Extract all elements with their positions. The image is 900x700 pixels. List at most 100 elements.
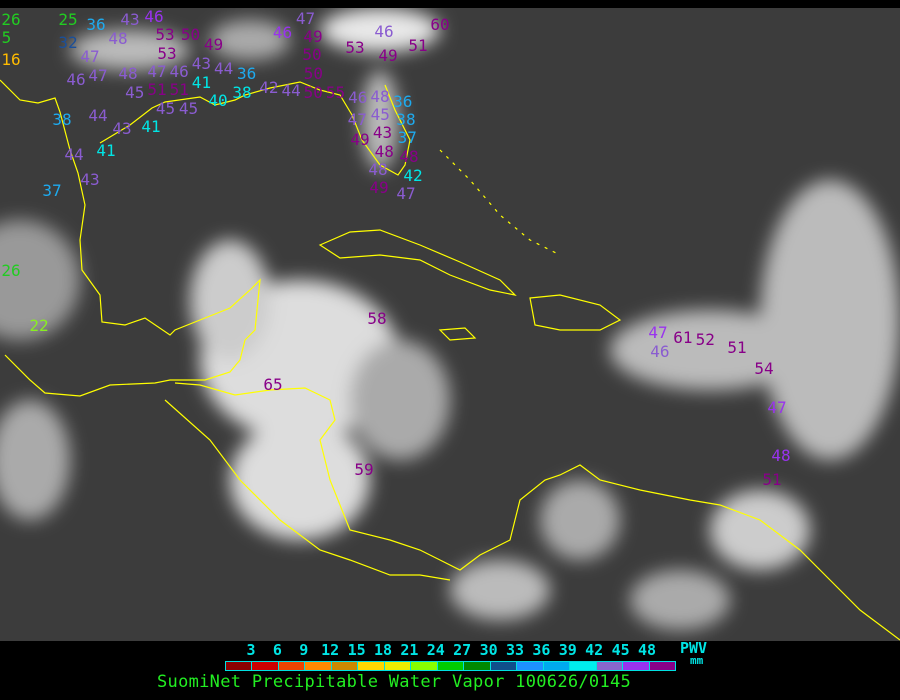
- legend-tick-label: 42: [585, 641, 604, 659]
- station-pwv-value: 26: [1, 261, 21, 280]
- legend-tick-label: 15: [347, 641, 366, 659]
- station-pwv-value: 44: [64, 145, 84, 164]
- station-pwv-value: 53: [157, 43, 177, 63]
- station-pwv-value: 50: [180, 25, 201, 44]
- station-pwv-value: 36: [237, 64, 257, 83]
- station-pwv-value: 37: [397, 128, 417, 148]
- legend-tick-label: 9: [299, 641, 309, 659]
- station-pwv-value: 43: [80, 170, 100, 189]
- station-pwv-value: 47: [347, 110, 367, 129]
- color-scale-segment: [517, 662, 544, 670]
- color-scale-segment: [437, 662, 465, 670]
- station-pwv-value: 48: [374, 142, 394, 162]
- map-title: SuomiNet Precipitable Water Vapor 100626…: [157, 672, 632, 692]
- station-pwv-value: 44: [88, 106, 108, 125]
- color-scale-segment: [252, 662, 279, 670]
- station-pwv-value: 47: [396, 183, 416, 203]
- station-pwv-value: 47: [88, 65, 108, 85]
- legend-tick-label: 12: [321, 641, 340, 659]
- station-pwv-value: 53: [155, 25, 175, 45]
- station-pwv-value: 46: [66, 70, 86, 89]
- color-scale-bar: [225, 661, 676, 671]
- station-pwv-value: 47: [80, 46, 100, 66]
- color-scale-segment: [226, 662, 253, 670]
- station-pwv-value: 38: [232, 83, 252, 102]
- color-scale-segment: [411, 662, 438, 670]
- station-pwv-value: 58: [367, 309, 387, 328]
- station-pwv-value: 36: [393, 91, 413, 111]
- station-pwv-value: 55: [325, 83, 346, 102]
- station-pwv-value: 47: [295, 8, 316, 28]
- station-pwv-value: 43: [120, 9, 140, 29]
- legend-tick-label: 27: [453, 641, 472, 659]
- color-scale-segment: [358, 662, 385, 670]
- station-pwv-value: 48: [368, 160, 388, 180]
- station-pwv-value: 52: [695, 330, 715, 349]
- station-pwv-value: 50: [302, 45, 322, 65]
- station-pwv-value: 54: [754, 359, 774, 378]
- color-scale-segment: [570, 662, 597, 670]
- station-pwv-value: 46: [348, 88, 368, 107]
- station-pwv-value: 38: [396, 110, 416, 130]
- color-scale-segment: [623, 662, 650, 670]
- station-pwv-value: 49: [378, 46, 398, 65]
- station-pwv-value: 45: [125, 83, 145, 102]
- station-pwv-value: 37: [42, 181, 62, 200]
- station-pwv-value: 48: [118, 64, 138, 83]
- color-scale-segment: [596, 662, 624, 670]
- station-pwv-value: 43: [191, 53, 211, 73]
- station-pwv-value: 43: [372, 123, 393, 143]
- legend-tick-label: 6: [272, 641, 282, 659]
- station-pwv-value: 38: [52, 110, 72, 129]
- legend-tick-label: 3: [246, 641, 256, 659]
- station-pwv-value: 51: [169, 80, 189, 100]
- station-pwv-value: 32: [58, 33, 78, 52]
- station-pwv-value: 49: [350, 130, 370, 149]
- station-pwv-value: 46: [374, 22, 394, 41]
- station-pwv-value: 60: [430, 15, 450, 34]
- station-pwv-value: 47: [767, 398, 787, 417]
- legend-tick-label: 18: [373, 641, 393, 659]
- station-pwv-value: 49: [369, 178, 389, 198]
- color-scale-segment: [490, 662, 518, 670]
- legend-tick-label: 39: [558, 641, 577, 659]
- station-pwv-value: 45: [155, 98, 176, 118]
- station-pwv-value: 41: [191, 72, 212, 92]
- station-pwv-value: 47: [147, 61, 167, 81]
- station-pwv-value: 44: [214, 59, 234, 79]
- legend-tick-label: 45: [611, 641, 630, 659]
- legend: 3 6 9 12 15 18 21 24 27 30 33 36 39 42 45 48 PWV mm Suo…: [0, 639, 900, 700]
- station-pwv-value: 25: [58, 10, 78, 29]
- color-scale-segment: [305, 662, 332, 670]
- legend-tick-label: 36: [532, 641, 551, 659]
- color-scale-segment: [278, 662, 306, 670]
- station-pwv-value: 46: [272, 23, 293, 42]
- station-pwv-value: 46: [169, 62, 189, 82]
- station-pwv-value: 41: [96, 141, 116, 160]
- station-pwv-value: 44: [281, 80, 301, 100]
- satellite-image: [0, 8, 900, 641]
- legend-tick-label: 48: [637, 641, 657, 659]
- coastlines: [0, 79, 900, 641]
- station-pwv-value: 65: [263, 375, 283, 394]
- station-pwv-value: 42: [403, 165, 423, 185]
- color-scale-segment: [649, 662, 675, 670]
- station-pwv-value: 45: [370, 105, 390, 125]
- station-pwv-value: 42: [259, 78, 279, 97]
- station-pwv-value: 48: [399, 147, 419, 167]
- station-pwv-value: 59: [354, 460, 374, 479]
- station-pwv-value: 51: [408, 36, 428, 55]
- station-pwv-value: 40: [208, 91, 228, 111]
- color-scale-segment: [543, 662, 571, 670]
- legend-tick-label: 30: [479, 641, 498, 659]
- station-pwv-value: 16: [1, 50, 21, 69]
- station-pwv-value: 36: [86, 15, 106, 34]
- station-pwv-value: 48: [108, 28, 128, 48]
- station-pwv-value: 51: [727, 338, 747, 357]
- station-pwv-value: 51: [762, 470, 782, 489]
- station-pwv-value: 48: [370, 87, 390, 107]
- color-scale-segment: [464, 662, 491, 670]
- station-pwv-value: 49: [303, 26, 323, 46]
- color-scale-segment: [384, 662, 412, 670]
